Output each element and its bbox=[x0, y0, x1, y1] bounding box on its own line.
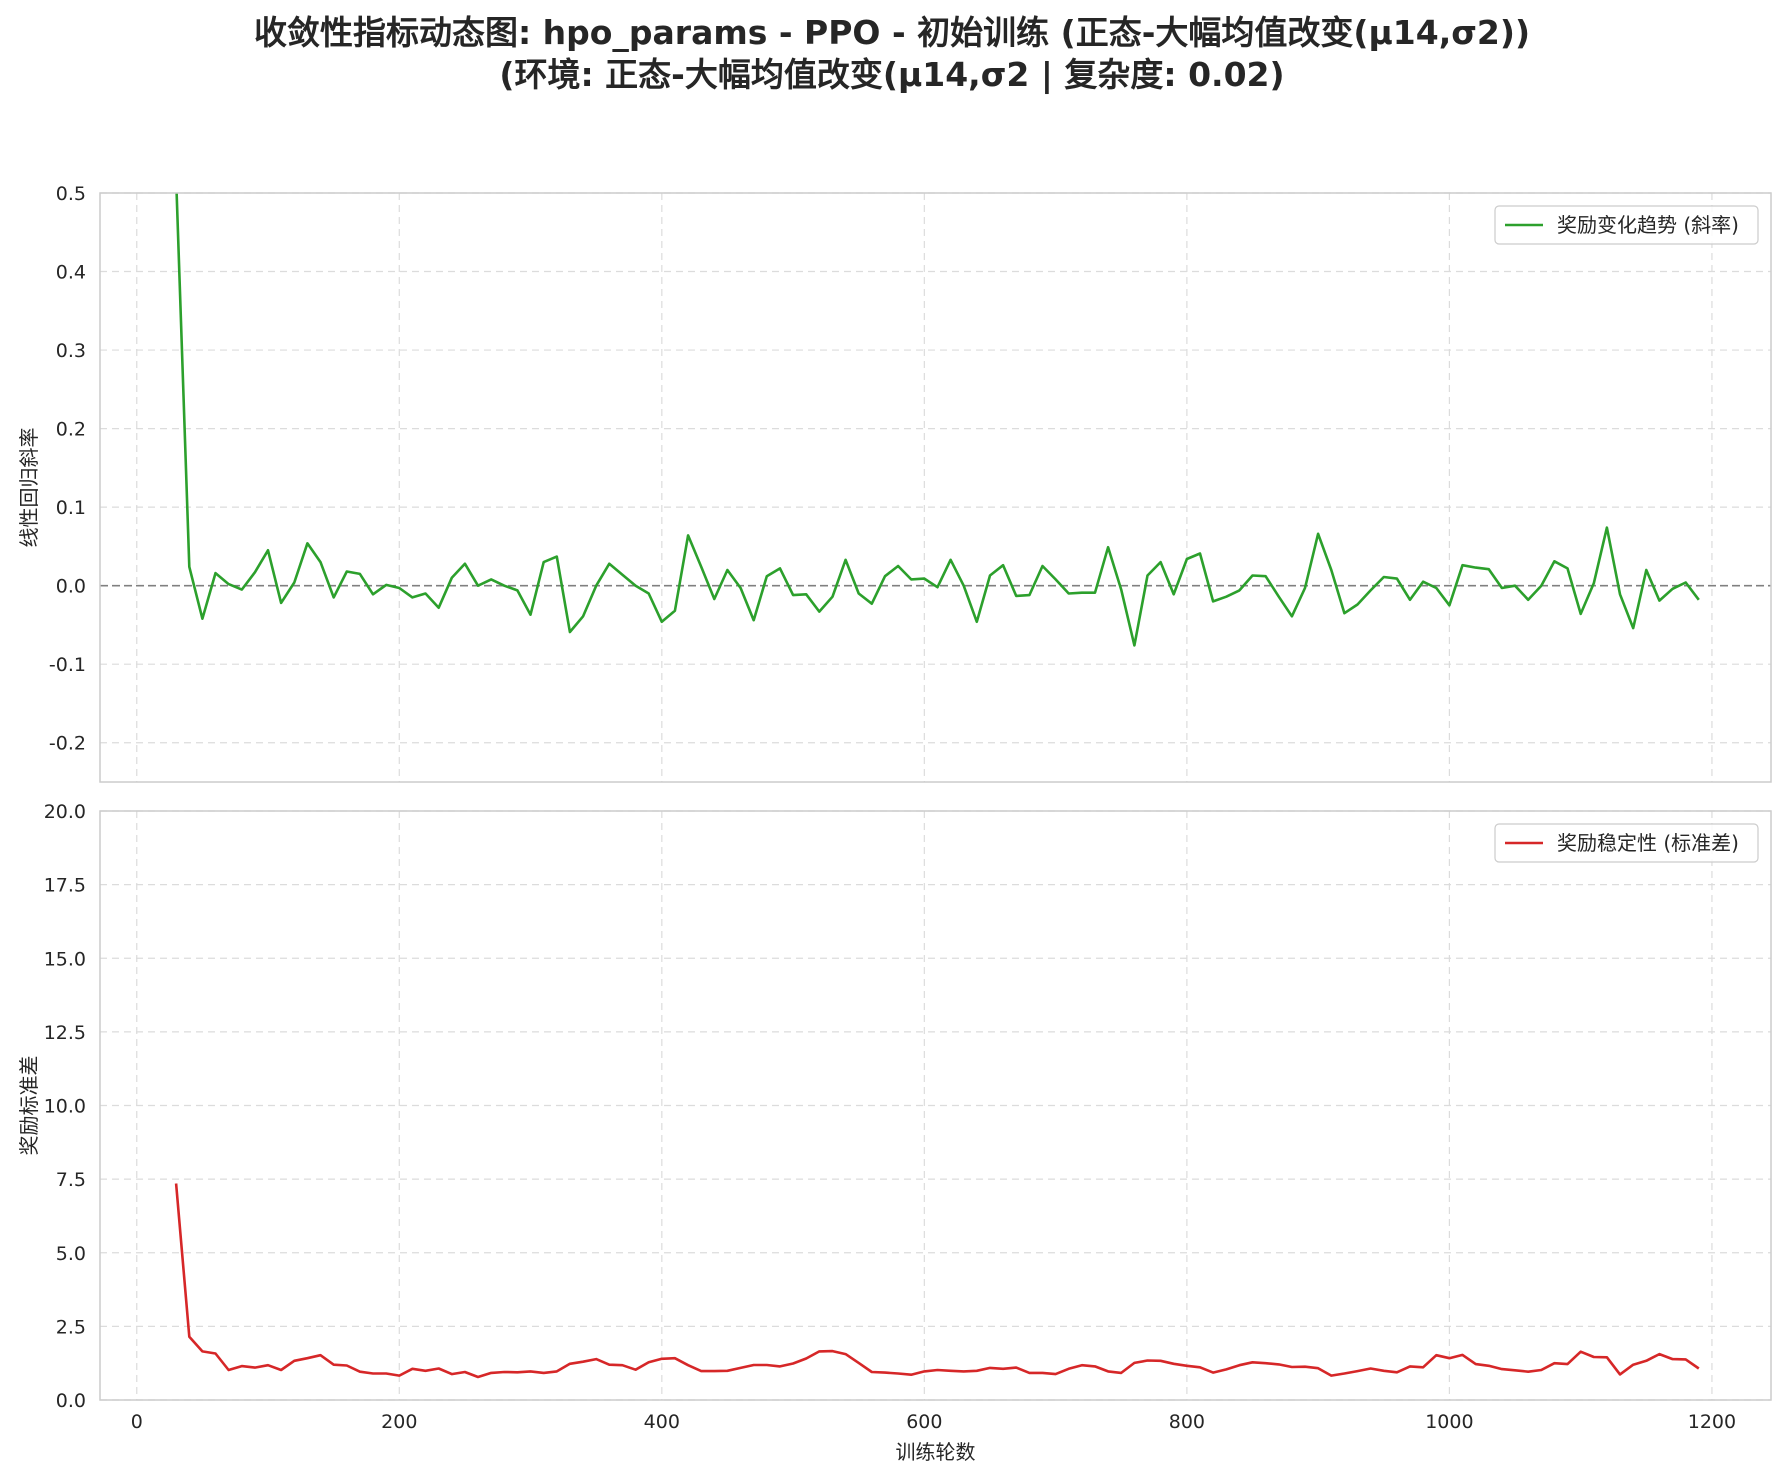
std-ytick-label: 20.0 bbox=[44, 801, 86, 823]
std-xtick-label: 800 bbox=[1169, 1411, 1205, 1433]
slope-ytick-label: 0.0 bbox=[56, 576, 86, 598]
slope-plot-area bbox=[100, 193, 1771, 782]
slope-ytick-label: -0.2 bbox=[49, 733, 86, 755]
slope-series-line bbox=[175, 193, 1700, 647]
std-xtick-label: 0 bbox=[131, 1411, 143, 1433]
std-ytick-label: 5.0 bbox=[56, 1243, 86, 1265]
std-xtick-label: 600 bbox=[906, 1411, 942, 1433]
slope-ylabel: 线性回归斜率 bbox=[17, 428, 41, 548]
std-ylabel: 奖励标准差 bbox=[17, 1056, 41, 1156]
slope-ytick-label: 0.3 bbox=[56, 340, 86, 362]
std-legend-box bbox=[1494, 823, 1759, 863]
std-ytick-label: 12.5 bbox=[44, 1022, 86, 1044]
slope-ytick-label: -0.1 bbox=[49, 654, 86, 676]
std-xtick-label: 1000 bbox=[1425, 1411, 1473, 1433]
title-line-1: 收敛性指标动态图: hpo_params - PPO - 初始训练 (正态-大幅… bbox=[253, 13, 1531, 52]
std-xtick-label: 200 bbox=[381, 1411, 417, 1433]
std-ytick-label: 15.0 bbox=[44, 948, 86, 970]
chart-title: 收敛性指标动态图: hpo_params - PPO - 初始训练 (正态-大幅… bbox=[0, 12, 1784, 96]
slope-frame bbox=[99, 192, 1772, 783]
slope-ytick-label: 0.1 bbox=[56, 497, 86, 519]
slope-ytick-label: 0.4 bbox=[56, 262, 86, 284]
std-ytick-label: 10.0 bbox=[44, 1096, 86, 1118]
std-series-line bbox=[174, 1183, 1700, 1379]
std-ytick-label: 0.0 bbox=[56, 1390, 86, 1412]
std-legend-label: 奖励稳定性 (标准差) bbox=[1557, 831, 1739, 855]
slope-ytick-label: 0.5 bbox=[56, 183, 86, 205]
slope-legend-box bbox=[1494, 205, 1759, 245]
title-line-2: (环境: 正态-大幅均值改变(μ14,σ2 | 复杂度: 0.02) bbox=[499, 55, 1285, 94]
std-xtick-label: 400 bbox=[644, 1411, 680, 1433]
std-frame bbox=[99, 810, 1772, 1401]
std-xtick-label: 1200 bbox=[1688, 1411, 1736, 1433]
std-ytick-label: 2.5 bbox=[56, 1316, 86, 1338]
std-panel: 0.0 2.5 5.0 7.5 10.0 12.5 15.0 17.5 20.0 0 200 400 6… bbox=[17, 801, 1772, 1464]
slope-panel: -0.2 -0.1 0.0 0.1 0.2 0.3 0.4 0.5 线性回归斜率 奖励变化趋势 (… bbox=[17, 183, 1772, 783]
slope-legend-label: 奖励变化趋势 (斜率) bbox=[1557, 213, 1739, 237]
std-ytick-label: 17.5 bbox=[44, 875, 86, 897]
std-xlabel: 训练轮数 bbox=[896, 1440, 976, 1464]
slope-ytick-label: 0.2 bbox=[56, 419, 86, 441]
std-ytick-label: 7.5 bbox=[56, 1169, 86, 1191]
